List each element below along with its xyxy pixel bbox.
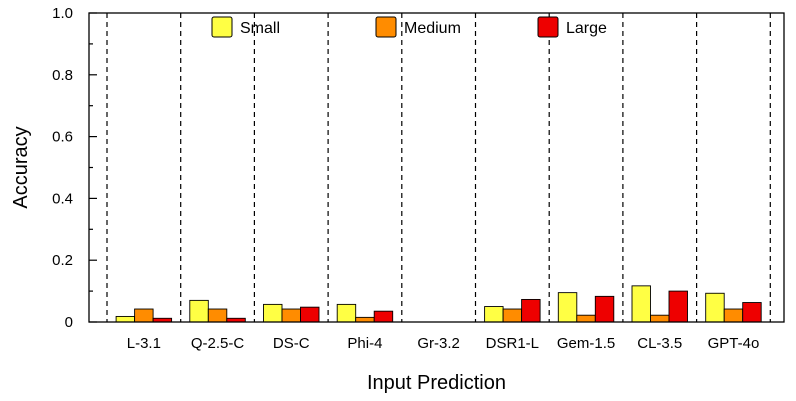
x-tick-label: CL-3.5 (637, 335, 682, 352)
bar-small-ds-c (263, 303, 283, 323)
bar-small-gpt-4o (705, 292, 725, 323)
y-tick-label: 1.0 (52, 5, 73, 22)
y-tick-label: 0.4 (52, 190, 73, 207)
bar-medium-gpt-4o (723, 308, 744, 323)
y-tick-label: 0 (65, 314, 73, 331)
legend-label-medium: Medium (404, 20, 461, 37)
bar-large-cl-3-5 (668, 290, 688, 323)
y-axis-title: Accuracy (10, 126, 32, 208)
bar-medium-dsr1-l (502, 308, 523, 323)
x-tick-label: Phi-4 (347, 335, 382, 352)
legend: Small Medium Large (211, 16, 607, 38)
bar-large-gpt-4o (742, 302, 762, 323)
bar-large-phi-4 (373, 310, 394, 323)
y-axis: 0 0.2 0.4 0.6 0.8 1.0 (52, 5, 97, 331)
bar-small-gem-1-5 (557, 292, 578, 323)
bar-medium-cl-3-5 (650, 314, 670, 323)
x-axis-title: Input Prediction (367, 372, 506, 394)
x-tick-label: DS-C (273, 335, 310, 352)
category-separators (106, 13, 771, 322)
y-tick-label: 0.2 (52, 252, 73, 269)
x-axis: L-3.1 Q-2.5-C DS-C Phi-4 Gr-3.2 DSR1-L Gem-1.5… (127, 335, 760, 352)
bar-small-dsr1-l (484, 306, 504, 323)
x-tick-label: L-3.1 (127, 335, 161, 352)
legend-swatch-small (211, 16, 233, 38)
bar-large-dsr1-l (521, 298, 541, 323)
y-tick-label: 0.8 (52, 67, 73, 84)
bar-small-l-3-1 (115, 315, 136, 323)
x-tick-label: Q-2.5-C (191, 335, 245, 352)
bar-small-cl-3-5 (631, 285, 651, 323)
x-tick-label: Gr-3.2 (417, 335, 460, 352)
x-tick-label: DSR1-L (486, 335, 539, 352)
legend-swatch-medium (375, 16, 397, 38)
legend-swatch-large (537, 16, 559, 38)
bars (115, 285, 762, 323)
bar-medium-q-2-5-c (207, 308, 228, 323)
bar-small-q-2-5-c (189, 299, 209, 323)
bar-medium-ds-c (281, 308, 301, 323)
bar-large-gem-1-5 (594, 295, 615, 323)
plot-frame (88, 12, 785, 323)
bar-medium-phi-4 (355, 316, 375, 323)
x-tick-label: GPT-4o (708, 335, 760, 352)
bar-medium-l-3-1 (134, 308, 154, 323)
bar-medium-gem-1-5 (576, 314, 596, 323)
legend-label-small: Small (240, 20, 280, 37)
bar-small-phi-4 (336, 303, 357, 323)
legend-label-large: Large (566, 20, 607, 37)
x-tick-label: Gem-1.5 (557, 335, 615, 352)
bar-large-ds-c (300, 306, 320, 323)
y-tick-label: 0.6 (52, 129, 73, 146)
